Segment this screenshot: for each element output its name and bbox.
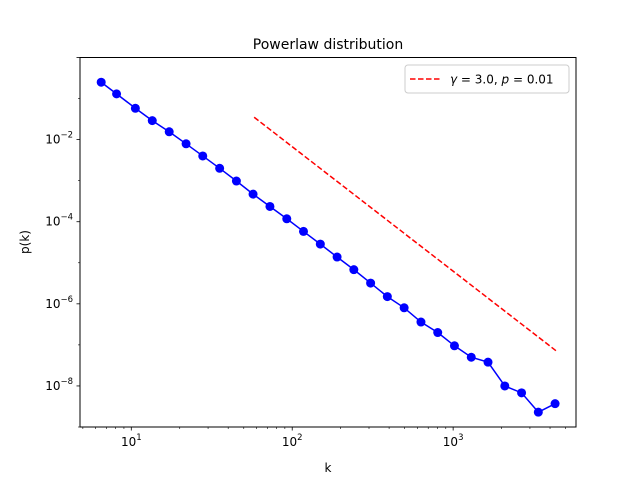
data-point xyxy=(147,116,157,126)
legend-label: γ = 3.0, p = 0.01 xyxy=(450,73,554,87)
data-point xyxy=(248,189,258,199)
data-point xyxy=(164,127,174,137)
data-point xyxy=(130,103,140,113)
data-point xyxy=(315,239,325,249)
x-tick-label: 101 xyxy=(121,433,142,449)
y-tick-label: 10−2 xyxy=(45,131,73,147)
data-point xyxy=(533,407,543,417)
y-tick-label: 10−4 xyxy=(45,213,73,229)
y-axis: 10−8 10−6 10−4 10−2 xyxy=(45,57,80,428)
data-point xyxy=(500,381,510,391)
chart-title: Powerlaw distribution xyxy=(253,37,403,53)
data-point xyxy=(298,226,308,236)
data-point xyxy=(231,176,241,186)
y-tick-label: 10−8 xyxy=(45,377,73,393)
data-point xyxy=(198,151,208,161)
data-point xyxy=(399,303,409,313)
data-point xyxy=(517,388,527,398)
x-axis-label: k xyxy=(325,461,332,475)
x-tick-label: 102 xyxy=(282,433,303,449)
data-point xyxy=(466,352,476,362)
data-point xyxy=(433,328,443,338)
data-point xyxy=(366,278,376,288)
dashed-reference-line xyxy=(253,116,558,352)
y-tick-label: 10−6 xyxy=(45,295,73,311)
legend-box xyxy=(404,64,570,94)
data-point xyxy=(550,399,560,409)
data-point xyxy=(282,214,292,224)
data-point xyxy=(332,252,342,262)
data-point xyxy=(265,201,275,211)
data-point xyxy=(181,139,191,149)
data-point xyxy=(96,77,106,87)
data-point xyxy=(349,265,359,275)
legend: γ = 3.0, p = 0.01 xyxy=(404,64,570,94)
y-axis-label: p(k) xyxy=(18,230,32,254)
data-point xyxy=(416,317,426,327)
data-point xyxy=(382,292,392,302)
distribution-line xyxy=(100,81,556,414)
data-point xyxy=(483,357,493,367)
data-point xyxy=(112,89,122,99)
data-point xyxy=(215,163,225,173)
data-point xyxy=(449,341,459,351)
plot-area xyxy=(96,77,560,417)
x-axis: 101 102 103 xyxy=(82,427,566,449)
x-tick-label: 103 xyxy=(443,433,464,449)
plot-frame xyxy=(79,57,577,428)
